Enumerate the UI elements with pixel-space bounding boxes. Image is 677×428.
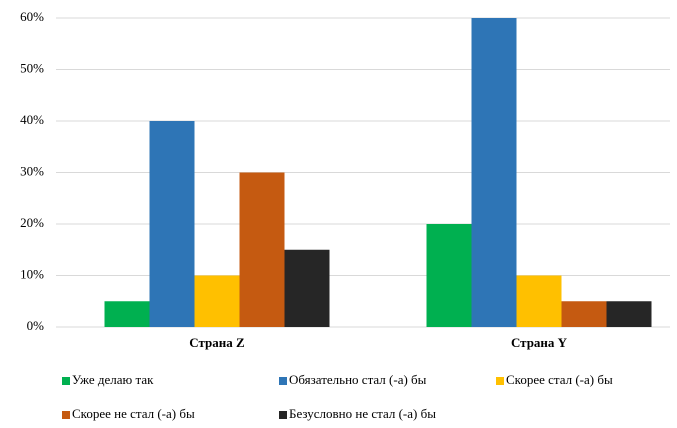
y-tick-label: 10% bbox=[20, 266, 44, 281]
legend-label: Скорее стал (-а) бы bbox=[506, 372, 613, 387]
bar bbox=[104, 301, 150, 327]
bar bbox=[516, 275, 562, 327]
y-tick-label: 60% bbox=[20, 9, 44, 24]
y-tick-label: 20% bbox=[20, 215, 44, 230]
bar bbox=[194, 275, 240, 327]
y-tick-label: 50% bbox=[20, 60, 44, 75]
bar bbox=[239, 172, 285, 327]
bar bbox=[284, 249, 330, 327]
y-tick-label: 30% bbox=[20, 163, 44, 178]
bar bbox=[426, 224, 472, 327]
x-tick-label: Страна Y bbox=[511, 335, 568, 350]
bar bbox=[471, 18, 517, 327]
legend-label: Безусловно не стал (-а) бы bbox=[289, 406, 436, 421]
y-tick-label: 0% bbox=[27, 318, 45, 333]
y-tick-label: 40% bbox=[20, 112, 44, 127]
bar bbox=[149, 121, 195, 327]
x-tick-label: Страна Z bbox=[189, 335, 245, 350]
legend-label: Уже делаю так bbox=[72, 372, 154, 387]
bar bbox=[561, 301, 607, 327]
legend-label: Скорее не стал (-а) бы bbox=[72, 406, 195, 421]
legend-marker bbox=[62, 377, 70, 385]
legend-label: Обязательно стал (-а) бы bbox=[289, 372, 427, 387]
legend-marker bbox=[62, 411, 70, 419]
legend-marker bbox=[279, 411, 287, 419]
legend-marker bbox=[279, 377, 287, 385]
legend-marker bbox=[496, 377, 504, 385]
bar bbox=[606, 301, 652, 327]
